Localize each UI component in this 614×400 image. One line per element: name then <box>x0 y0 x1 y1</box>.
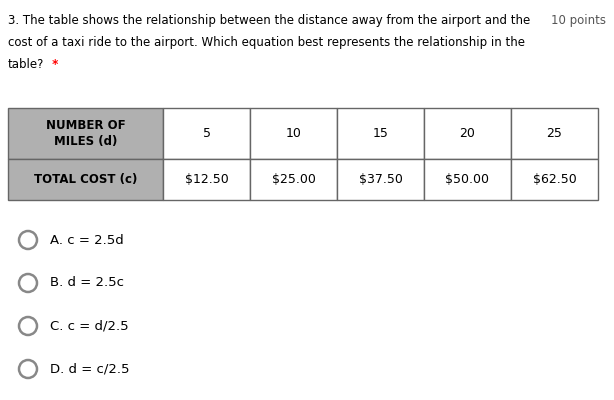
Bar <box>511 158 598 200</box>
Text: 3. The table shows the relationship between the distance away from the airport a: 3. The table shows the relationship betw… <box>8 14 530 27</box>
Bar <box>250 158 337 200</box>
Bar <box>163 108 250 158</box>
Bar <box>424 108 511 158</box>
Text: 20: 20 <box>459 127 475 140</box>
Text: NUMBER OF
MILES (d): NUMBER OF MILES (d) <box>45 119 125 148</box>
Text: B. d = 2.5c: B. d = 2.5c <box>50 276 124 290</box>
Bar <box>8 158 163 200</box>
Text: $12.50: $12.50 <box>185 173 228 186</box>
Text: table?: table? <box>8 58 44 71</box>
Text: 10 points: 10 points <box>551 14 606 27</box>
Bar <box>511 108 598 158</box>
Text: TOTAL COST (c): TOTAL COST (c) <box>34 173 137 186</box>
Text: A. c = 2.5d: A. c = 2.5d <box>50 234 124 246</box>
Text: $62.50: $62.50 <box>532 173 577 186</box>
Bar <box>337 108 424 158</box>
Bar <box>250 108 337 158</box>
Text: D. d = c/2.5: D. d = c/2.5 <box>50 362 130 376</box>
Text: 15: 15 <box>373 127 389 140</box>
Text: cost of a taxi ride to the airport. Which equation best represents the relations: cost of a taxi ride to the airport. Whic… <box>8 36 525 49</box>
Text: 10: 10 <box>286 127 301 140</box>
Text: 25: 25 <box>546 127 562 140</box>
Text: $37.50: $37.50 <box>359 173 402 186</box>
Text: $50.00: $50.00 <box>446 173 489 186</box>
Bar <box>337 158 424 200</box>
Text: C. c = d/2.5: C. c = d/2.5 <box>50 320 128 332</box>
Bar <box>163 158 250 200</box>
Text: *: * <box>48 58 58 71</box>
Text: $25.00: $25.00 <box>271 173 316 186</box>
Bar <box>8 108 163 158</box>
Bar <box>424 158 511 200</box>
Text: 5: 5 <box>203 127 211 140</box>
